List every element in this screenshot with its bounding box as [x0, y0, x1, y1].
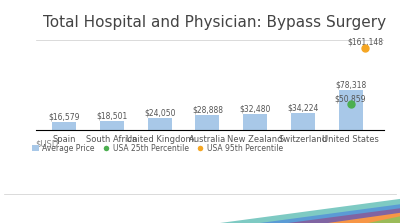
Text: $16,579: $16,579: [48, 112, 80, 121]
Text: $32,480: $32,480: [240, 104, 271, 113]
Bar: [196, 115, 219, 130]
Text: $24,050: $24,050: [144, 108, 175, 118]
Legend: Average Price, USA 25th Percentile, USA 95th Percentile: Average Price, USA 25th Percentile, USA …: [28, 141, 286, 156]
Text: $34,224: $34,224: [287, 103, 318, 112]
Bar: [52, 122, 76, 130]
Text: $18,501: $18,501: [96, 111, 128, 120]
Text: $28,888: $28,888: [192, 106, 223, 115]
Polygon shape: [328, 216, 400, 223]
Polygon shape: [152, 204, 400, 223]
Bar: [243, 114, 267, 130]
Bar: [100, 121, 124, 130]
Text: $USD: $USD: [36, 139, 59, 148]
Polygon shape: [200, 208, 400, 223]
Text: Total Hospital and Physician: Bypass Surgery: Total Hospital and Physician: Bypass Sur…: [42, 15, 386, 30]
Bar: [339, 90, 362, 130]
Polygon shape: [260, 213, 400, 223]
Text: $78,318: $78,318: [335, 81, 366, 90]
Bar: [148, 118, 172, 130]
Bar: [291, 113, 315, 130]
Polygon shape: [0, 199, 400, 223]
Text: $50,859: $50,859: [334, 94, 366, 103]
Text: $161,148: $161,148: [347, 38, 383, 47]
